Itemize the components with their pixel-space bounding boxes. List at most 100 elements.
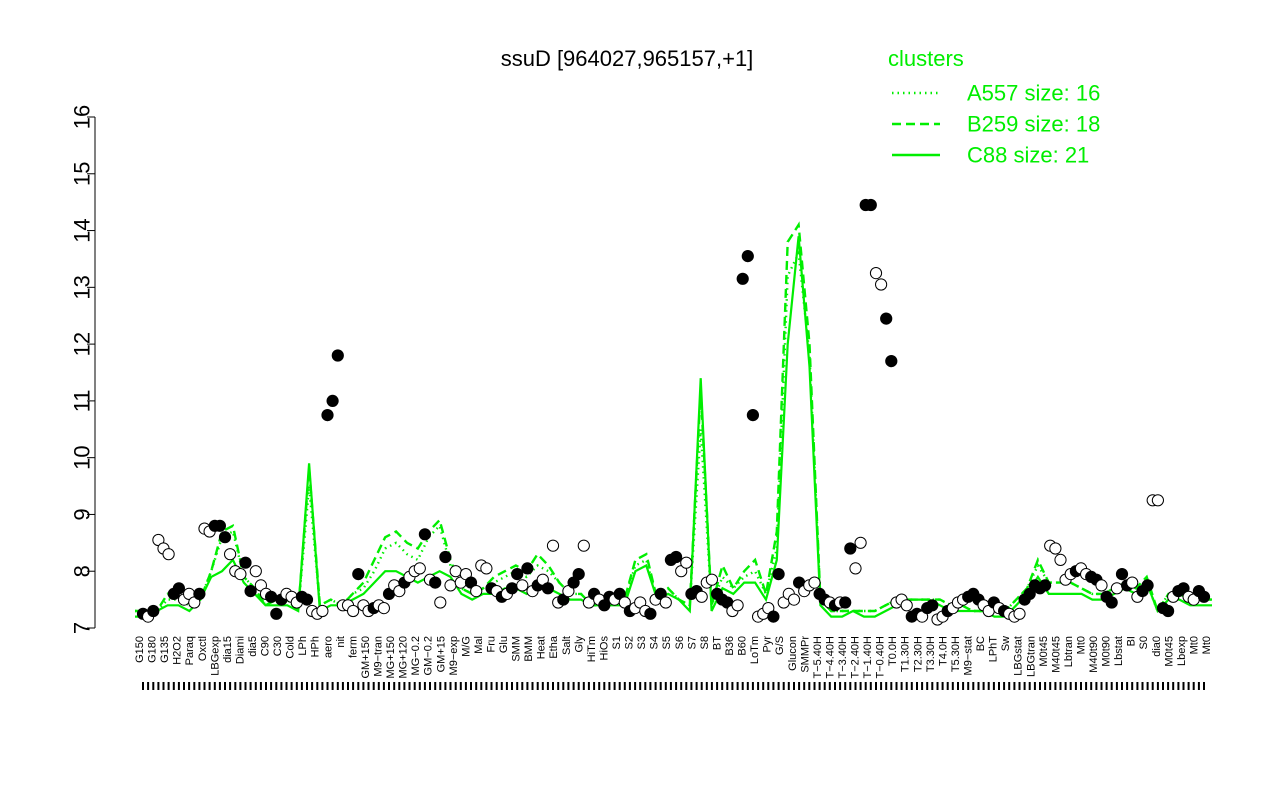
data-point-filled xyxy=(352,568,365,581)
x-tick-label: M9−tran xyxy=(373,636,385,677)
x-axis: G150 G180 G135 H2O2 Paraq Oxctl LBGexp dia15 Dia… xyxy=(134,635,1213,678)
data-point-filled xyxy=(505,582,519,595)
x-tick-label: Diami xyxy=(234,636,246,664)
y-tick-label: 14 xyxy=(70,218,95,242)
x-tick-label: LBGstat xyxy=(1013,636,1025,676)
data-point-filled xyxy=(331,349,344,362)
x-tick-label: T2.30H xyxy=(912,636,924,672)
series-line-dashed xyxy=(135,221,1212,614)
x-tick-label: M40t45 xyxy=(1050,636,1062,673)
y-tick-label: 8 xyxy=(70,565,95,577)
x-tick-label: S1 xyxy=(611,636,623,649)
data-point-filled xyxy=(572,568,585,581)
x-tick-label: S6 xyxy=(674,636,686,649)
y-tick-label: 12 xyxy=(70,332,95,356)
x-tick-label: dia15 xyxy=(222,636,234,663)
x-tick-label: Paraq xyxy=(184,636,196,665)
data-point-open xyxy=(900,599,913,612)
x-tick-label: M0t45 xyxy=(1163,636,1175,667)
data-point-filled xyxy=(511,568,524,581)
data-point-filled xyxy=(885,355,898,368)
x-tick-label: MG+150 xyxy=(385,636,397,679)
data-point-filled xyxy=(172,582,185,595)
y-tick-label: 10 xyxy=(70,445,95,469)
x-tick-label: Gly xyxy=(573,636,585,653)
data-point-open xyxy=(516,579,529,592)
data-point-open xyxy=(249,565,262,578)
x-tick-label: Sw xyxy=(1000,636,1012,651)
data-point-open xyxy=(234,568,247,581)
data-point-filled xyxy=(429,576,442,589)
x-tick-label: T−4.40H xyxy=(824,636,836,679)
data-point-filled xyxy=(239,556,252,569)
data-point-filled xyxy=(1141,579,1154,592)
x-tick-label: T0.0H xyxy=(887,636,899,666)
legend-entry: A557 size: 16 xyxy=(967,81,1100,106)
data-point-filled xyxy=(193,587,206,601)
data-point-open xyxy=(347,604,360,618)
x-tick-label: nit xyxy=(335,636,347,648)
data-point-filled xyxy=(839,596,852,609)
x-tick-label: Lbexp xyxy=(1176,636,1188,666)
x-tick-label: Pyr xyxy=(762,636,774,653)
data-point-open xyxy=(808,576,821,589)
x-tick-label: T−3.40H xyxy=(837,636,849,679)
data-point-filled xyxy=(439,550,452,564)
data-point-open xyxy=(470,585,483,598)
data-point-filled xyxy=(772,568,785,581)
x-tick-label: Cold xyxy=(285,636,297,659)
x-tick-label: C90 xyxy=(260,636,272,656)
data-point-open xyxy=(1095,579,1108,592)
data-point-filled xyxy=(244,585,257,598)
x-tick-label: T−5.40H xyxy=(812,636,824,679)
data-point-open xyxy=(449,565,462,578)
x-tick-label: M0t45 xyxy=(1038,636,1050,667)
x-tick-label: S4 xyxy=(649,636,661,649)
data-point-filled xyxy=(736,272,749,285)
x-tick-label: B60 xyxy=(737,636,749,656)
data-point-open xyxy=(1049,542,1062,555)
chart-title: ssuD [964027,965157,+1] xyxy=(501,46,754,71)
data-point-open xyxy=(224,548,237,561)
x-tick-label: Lbtran xyxy=(1063,636,1075,667)
data-point-filled xyxy=(326,394,339,407)
x-tick-label: T1.30H xyxy=(900,636,912,672)
x-tick-label: GM+15 xyxy=(435,636,447,672)
x-tick-label: T−1.40H xyxy=(862,636,874,679)
x-tick-label: S2 xyxy=(624,636,636,649)
x-tick-label: M9−exp xyxy=(448,636,460,675)
y-tick-label: 16 xyxy=(70,105,95,129)
y-axis: 7 8 9 10 11 12 13 14 15 16 xyxy=(70,105,96,634)
x-tick-label: BC xyxy=(975,636,987,651)
data-point-filled xyxy=(864,198,877,212)
data-point-filled xyxy=(270,607,283,620)
x-tick-label: MG−0.2 xyxy=(410,636,422,675)
x-tick-label: BMM xyxy=(523,636,535,662)
data-point-open xyxy=(413,562,426,575)
x-tick-label: Fru xyxy=(486,636,498,653)
x-tick-label: T−0.40H xyxy=(875,636,887,679)
data-point-filled xyxy=(670,550,683,564)
data-point-filled xyxy=(1162,604,1175,618)
x-tick-label: S8 xyxy=(699,636,711,649)
data-point-filled xyxy=(1105,596,1118,609)
x-tick-label: G150 xyxy=(134,636,146,663)
x-tick-label: M/G xyxy=(460,636,472,657)
x-tick-label: HiOs xyxy=(599,636,611,661)
x-tick-label: SMMPr xyxy=(799,636,811,673)
x-tick-label: Salt xyxy=(561,636,573,655)
data-point-filled xyxy=(741,250,754,263)
x-tick-label: LBGexp xyxy=(209,636,221,676)
x-tick-label: ferm xyxy=(347,636,359,658)
data-point-open xyxy=(849,562,862,575)
x-tick-label: GM−0.2 xyxy=(423,636,435,675)
data-point-filled xyxy=(746,409,760,422)
data-point-open xyxy=(577,539,590,552)
x-tick-label: S7 xyxy=(686,636,698,649)
x-tick-label: T5.30H xyxy=(950,636,962,672)
data-point-open xyxy=(869,267,883,280)
x-tick-label: G180 xyxy=(147,636,159,663)
data-point-open xyxy=(1054,553,1067,567)
